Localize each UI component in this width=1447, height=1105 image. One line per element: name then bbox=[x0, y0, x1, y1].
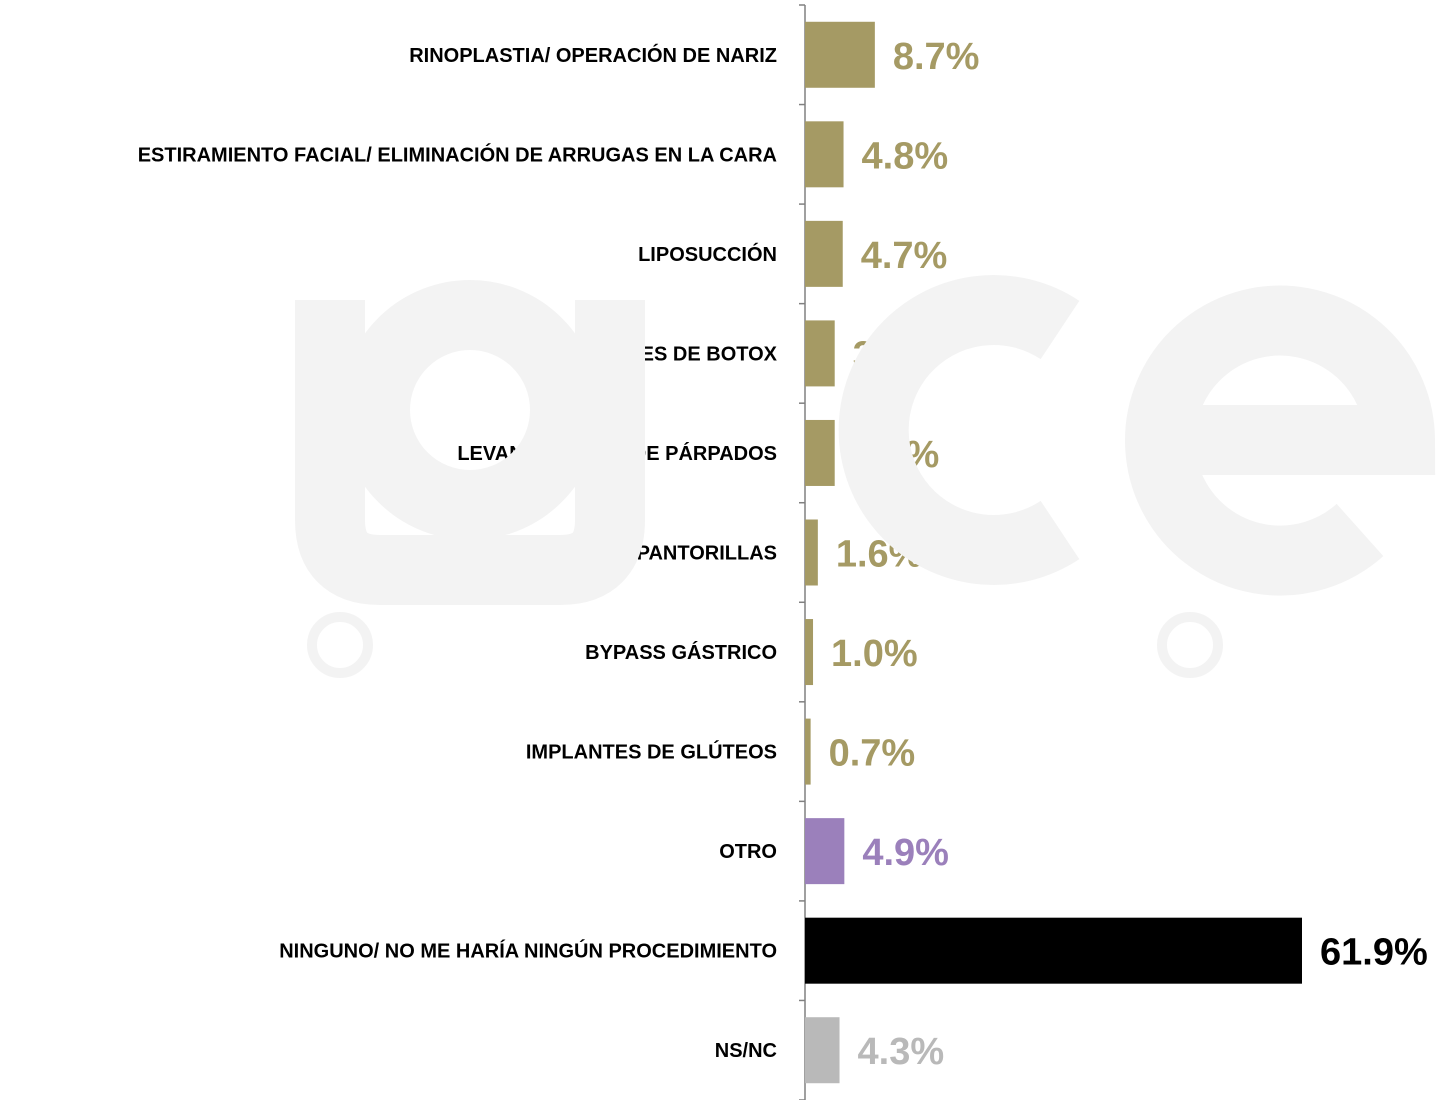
bar bbox=[805, 718, 811, 785]
data-label: 61.9% bbox=[1320, 932, 1428, 974]
category-label: LEVANTAMIENTO DE PÁRPADOS bbox=[457, 442, 777, 465]
category-label: OTRO bbox=[719, 841, 777, 863]
data-label: 4.8% bbox=[862, 135, 949, 177]
data-label: 3.7% bbox=[853, 334, 940, 376]
category-label: LIPOSUCCIÓN bbox=[638, 242, 777, 266]
bar bbox=[805, 21, 875, 88]
category-label: BYPASS GÁSTRICO bbox=[585, 641, 777, 664]
bar bbox=[805, 419, 835, 486]
data-label: 3.7% bbox=[853, 434, 940, 476]
bar bbox=[805, 519, 818, 586]
bar bbox=[805, 619, 814, 686]
data-label: 1.6% bbox=[836, 534, 923, 576]
category-label: IMPLANTES DE PANTORILLAS bbox=[482, 543, 777, 565]
data-label: 0.7% bbox=[829, 733, 916, 775]
category-label: NINGUNO/ NO ME HARÍA NINGÚN PROCEDIMIENT… bbox=[279, 939, 777, 963]
bar bbox=[805, 220, 843, 287]
data-label: 4.3% bbox=[858, 1031, 945, 1073]
data-label: 1.0% bbox=[831, 633, 918, 675]
data-label: 8.7% bbox=[893, 36, 980, 78]
bar bbox=[805, 917, 1302, 984]
bar bbox=[805, 320, 835, 387]
data-label: 4.9% bbox=[862, 832, 949, 874]
bar bbox=[805, 1017, 840, 1084]
data-label: 4.7% bbox=[861, 235, 948, 277]
category-label: RINOPLASTIA/ OPERACIÓN DE NARIZ bbox=[409, 43, 777, 67]
bar bbox=[805, 121, 844, 188]
category-label: INYECCIONES DE BOTOX bbox=[530, 343, 778, 365]
bar bbox=[805, 818, 845, 885]
category-label: IMPLANTES DE GLÚTEOS bbox=[526, 740, 777, 764]
category-label: NS/NC bbox=[715, 1040, 777, 1062]
category-label: ESTIRAMIENTO FACIAL/ ELIMINACIÓN DE ARRU… bbox=[138, 142, 777, 166]
